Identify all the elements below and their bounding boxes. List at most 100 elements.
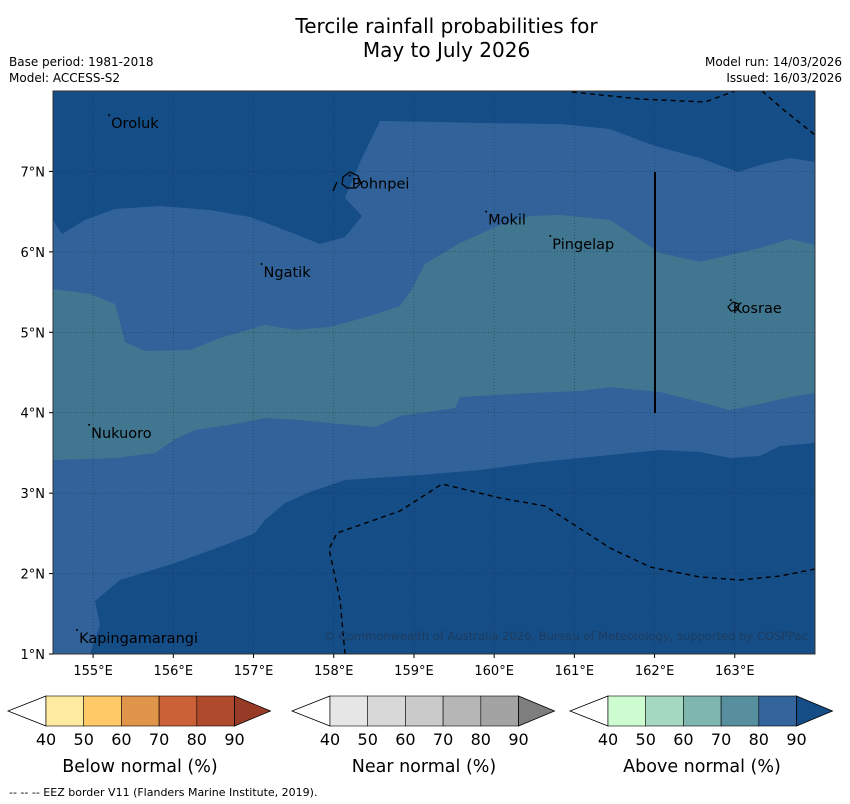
place-marker [549, 234, 552, 237]
legend-tick-label: 50 [358, 730, 378, 749]
legend-title: Near normal (%) [352, 757, 497, 777]
legend-swatch-high [234, 695, 272, 727]
place-label: Pohnpei [352, 176, 410, 192]
lat-tick-label: 6°N [21, 246, 46, 261]
place-label: Mokil [488, 213, 526, 229]
pohnpei-island-outline [341, 171, 362, 189]
legend-swatch [645, 695, 684, 727]
legend-tick-label: 90 [508, 730, 528, 749]
legend-swatch [442, 695, 482, 727]
probability-contours [53, 91, 815, 654]
legend-tick-label: 90 [224, 730, 244, 749]
legend-swatch-high [518, 695, 556, 727]
place-marker [108, 114, 111, 117]
contour-90-percent-south [90, 443, 815, 654]
map-frame [52, 90, 816, 655]
place-marker [260, 262, 263, 265]
copyright-notice: © Commonwealth of Australia 2026, Bureau… [324, 629, 808, 643]
lon-tick-label: 161°E [555, 664, 595, 679]
legend-tick-label: 40 [36, 730, 56, 749]
legend-swatch-low [290, 695, 331, 727]
place-marker [348, 174, 351, 177]
place-label: Pingelap [552, 237, 614, 253]
legend-swatch-high [796, 695, 834, 727]
legend-swatch [607, 695, 647, 727]
legend-tick-label: 60 [395, 730, 415, 749]
legend-swatch [683, 695, 722, 727]
legend-swatch [405, 695, 444, 727]
lat-tick-label: 7°N [21, 165, 46, 180]
place-label: Ngatik [264, 265, 312, 281]
lon-tick-label: 160°E [474, 664, 514, 679]
legend-swatch-low [6, 695, 47, 727]
model-name: Model: ACCESS-S2 [9, 71, 121, 85]
legend-swatch [367, 695, 406, 727]
place-label: Kapingamarangi [79, 631, 198, 647]
eez-border-south [328, 483, 815, 654]
legend-tick-label: 40 [598, 730, 618, 749]
legend-tick-label: 80 [471, 730, 491, 749]
map-title: Tercile rainfall probabilities for May t… [0, 14, 850, 62]
legend-swatch-low [568, 695, 609, 727]
eez-border-west-pohnpei [332, 181, 338, 192]
contour-70-percent [53, 215, 815, 460]
meta-right: Model run: 14/03/2026 Issued: 16/03/2026 [705, 54, 842, 86]
model-run: Model run: 14/03/2026 [704, 55, 842, 69]
meta-left: Base period: 1981-2018 Model: ACCESS-S2 [9, 54, 154, 86]
base-period: Base period: 1981-2018 [9, 55, 154, 69]
lat-tick-label: 5°N [21, 326, 46, 341]
legend-tick-label: 80 [187, 730, 207, 749]
legend-swatch [480, 695, 519, 727]
legend-tick-label: 60 [673, 730, 693, 749]
kosrae-island-outline [727, 301, 740, 312]
legend-tick-label: 70 [433, 730, 453, 749]
legend-near: 40 50 60 70 80 90 Near normal (%) [290, 695, 556, 777]
map: Oroluk Pohnpei Mokil Pingelap Ngatik Kosrae Nu… [21, 90, 816, 679]
legend-title: Above normal (%) [623, 757, 781, 777]
legend-tick-label: 50 [636, 730, 656, 749]
lon-tick-label: 163°E [715, 664, 755, 679]
title-line-1: Tercile rainfall probabilities for [295, 14, 598, 38]
place-label: Kosrae [733, 301, 782, 317]
place-label: Oroluk [111, 116, 159, 132]
legend-tick-label: 70 [149, 730, 169, 749]
legend-above: 40 50 60 70 80 90 Above normal (%) [568, 695, 834, 777]
lon-tick-label: 155°E [73, 664, 113, 679]
title-line-2: May to July 2026 [362, 38, 531, 62]
lat-tick-label: 1°N [21, 648, 46, 663]
lat-tick-label: 2°N [21, 568, 46, 583]
lon-tick-label: 157°E [234, 664, 274, 679]
place-marker [76, 628, 79, 631]
place-marker [88, 423, 91, 426]
legend-swatch [121, 695, 160, 727]
legend-tick-label: 90 [786, 730, 806, 749]
legend-swatch [720, 695, 760, 727]
eez-footnote: -- -- -- EEZ border V11 (Flanders Marine… [9, 786, 318, 799]
legend-swatch [83, 695, 122, 727]
legends: 40 50 60 70 80 90 Below normal (%) 40 50 60 70 80 90… [6, 695, 834, 777]
issued-date: Issued: 16/03/2026 [726, 71, 842, 85]
place-marker [485, 210, 488, 213]
legend-title: Below normal (%) [62, 757, 217, 777]
lat-tick-label: 4°N [21, 407, 46, 422]
legend-swatch [45, 695, 85, 727]
place-label: Nukuoro [91, 426, 152, 442]
place-marker [729, 299, 732, 302]
lat-tick-label: 3°N [21, 487, 46, 502]
legend-tick-label: 50 [74, 730, 94, 749]
legend-swatch [196, 695, 235, 727]
lon-tick-label: 159°E [394, 664, 434, 679]
legend-tick-label: 80 [749, 730, 769, 749]
graticule: Oroluk Pohnpei Mokil Pingelap Ngatik Kosrae Nu… [53, 91, 815, 654]
eez-border-north [571, 91, 815, 136]
lon-tick-label: 158°E [314, 664, 354, 679]
legend-tick-label: 40 [320, 730, 340, 749]
legend-tick-label: 70 [711, 730, 731, 749]
legend-below: 40 50 60 70 80 90 Below normal (%) [6, 695, 272, 777]
lon-tick-label: 162°E [635, 664, 675, 679]
legend-swatch [158, 695, 198, 727]
contour-90-percent-north [53, 91, 815, 244]
legend-tick-label: 60 [111, 730, 131, 749]
legend-swatch [758, 695, 797, 727]
legend-swatch [329, 695, 369, 727]
